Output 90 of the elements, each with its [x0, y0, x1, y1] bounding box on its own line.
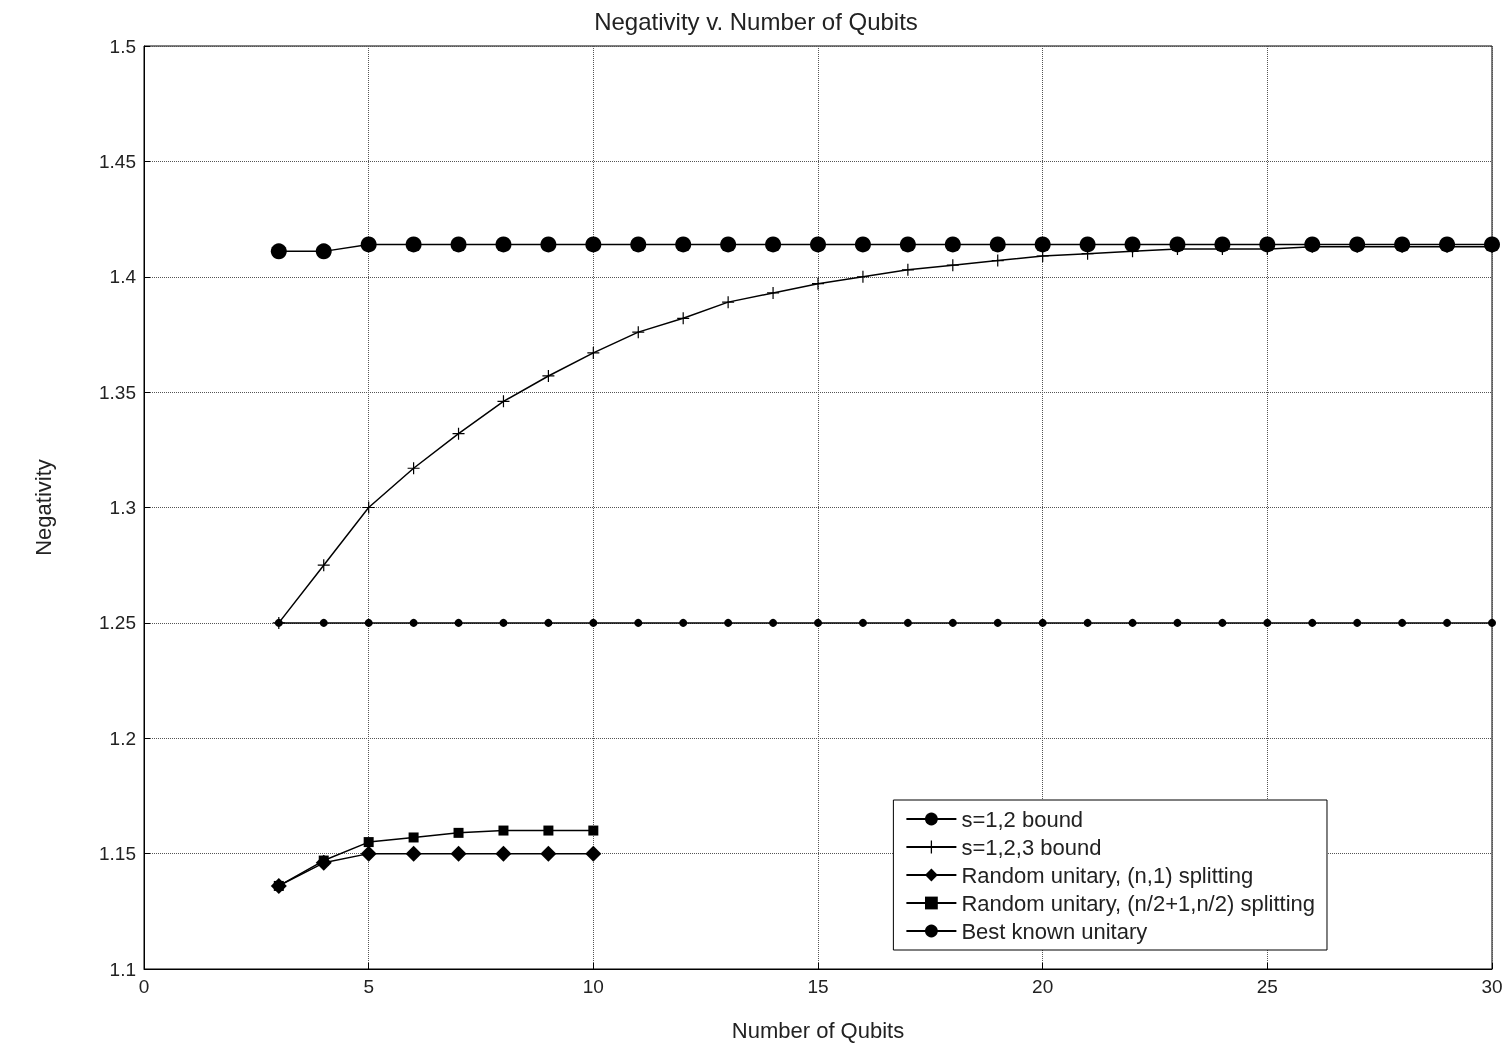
point: [498, 825, 509, 836]
point: [544, 618, 553, 627]
y-axis-title: Negativity: [30, 459, 56, 556]
point: [499, 618, 508, 627]
point: [364, 618, 373, 627]
point: [450, 236, 467, 253]
y-tick-label: 1.2: [109, 727, 136, 749]
point: [899, 236, 916, 253]
point: [1443, 618, 1452, 627]
point: [989, 236, 1006, 253]
point: [543, 825, 554, 836]
point: [1488, 618, 1496, 627]
point: [1394, 236, 1411, 253]
point: [585, 845, 602, 862]
x-tick-label: 10: [582, 976, 604, 997]
point: [454, 618, 463, 627]
point: [1263, 618, 1272, 627]
point: [453, 827, 464, 838]
x-tick-label: 30: [1481, 976, 1503, 997]
point: [1304, 236, 1321, 253]
x-tick-label: 20: [1032, 976, 1054, 997]
point: [1173, 618, 1182, 627]
point: [679, 618, 688, 627]
point: [1034, 236, 1051, 253]
x-tick-label: 25: [1256, 976, 1278, 997]
point: [1038, 618, 1047, 627]
point: [1353, 618, 1362, 627]
point: [360, 236, 377, 253]
point: [948, 618, 957, 627]
legend-label: Random unitary, (n,1) splitting: [961, 862, 1254, 888]
point: [634, 618, 643, 627]
point: [1308, 618, 1317, 627]
y-tick-label: 1.25: [99, 612, 136, 634]
x-tick-label: 0: [138, 976, 150, 997]
point: [854, 236, 871, 253]
point: [542, 369, 555, 382]
point: [540, 845, 557, 862]
point: [315, 243, 332, 260]
point: [408, 832, 419, 843]
legend-label: Best known unitary: [961, 918, 1148, 944]
point: [812, 277, 824, 290]
x-tick-label: 15: [807, 976, 829, 997]
point: [1349, 236, 1366, 253]
point: [589, 618, 598, 627]
point: [858, 618, 867, 627]
legend-label: s=1,2 bound: [961, 806, 1084, 832]
point: [405, 236, 422, 253]
point: [1128, 618, 1137, 627]
point: [540, 236, 557, 253]
y-tick-label: 1.5: [109, 35, 136, 57]
y-tick-label: 1.45: [99, 150, 136, 172]
point: [270, 243, 287, 260]
point: [1124, 236, 1141, 253]
y-tick-label: 1.3: [109, 497, 136, 518]
point: [360, 845, 377, 862]
point: [585, 236, 602, 253]
point: [810, 236, 826, 253]
point: [675, 236, 692, 253]
point: [856, 270, 869, 283]
point: [363, 837, 374, 848]
point: [767, 286, 780, 299]
point: [1083, 618, 1092, 627]
point: [993, 618, 1002, 627]
point: [630, 236, 647, 253]
point: [409, 618, 418, 627]
y-tick-label: 1.1: [109, 958, 136, 980]
y-tick-label: 1.35: [99, 381, 136, 403]
x-tick-label: 5: [363, 976, 374, 997]
point: [495, 845, 512, 862]
point: [1079, 236, 1096, 253]
point: [1398, 618, 1407, 627]
point: [720, 236, 737, 253]
point: [450, 845, 467, 862]
point: [814, 618, 822, 627]
point: [1218, 618, 1227, 627]
point: [944, 236, 961, 253]
point: [724, 618, 733, 627]
x-axis-title: Number of Qubits: [731, 1017, 905, 1043]
point: [588, 825, 599, 836]
point: [319, 618, 328, 627]
point: [903, 618, 912, 627]
legend-label: Random unitary, (n/2+1,n/2) splitting: [961, 890, 1316, 916]
legend-label: s=1,2,3 bound: [961, 834, 1102, 860]
point: [769, 618, 778, 627]
y-tick-label: 1.15: [99, 843, 136, 865]
point: [765, 236, 782, 253]
y-tick-label: 1.4: [109, 266, 137, 288]
point: [405, 845, 422, 862]
point: [495, 236, 512, 253]
chart-title: Negativity v. Number of Qubits: [594, 7, 918, 35]
